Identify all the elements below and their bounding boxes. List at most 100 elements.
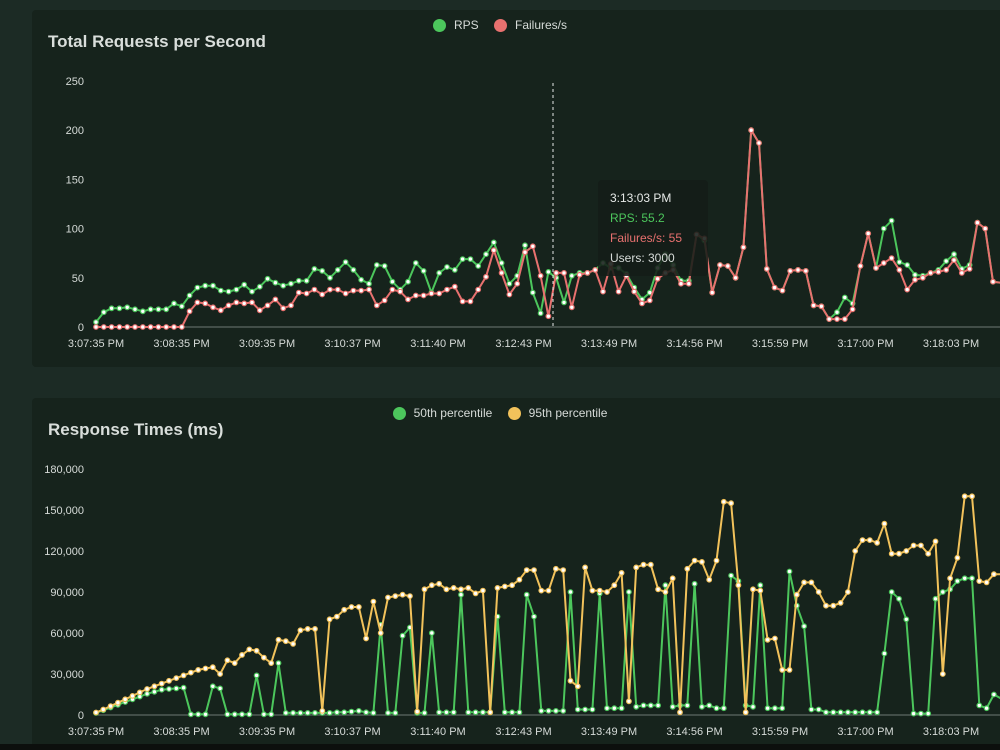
rps-data-point[interactable]: [249, 288, 255, 295]
rps-data-point[interactable]: [100, 309, 107, 316]
rt-data-point[interactable]: [472, 590, 479, 597]
rps-data-point[interactable]: [912, 271, 918, 278]
rt-data-point[interactable]: [326, 616, 333, 623]
rt-data-point[interactable]: [815, 706, 822, 713]
rt-data-point[interactable]: [830, 709, 837, 716]
rps-data-point[interactable]: [912, 276, 918, 283]
rps-data-point[interactable]: [288, 302, 294, 309]
rps-data-point[interactable]: [896, 259, 903, 266]
rt-data-point[interactable]: [691, 557, 698, 564]
rt-data-point[interactable]: [326, 710, 333, 716]
rt-data-point[interactable]: [611, 705, 618, 712]
rt-data-point[interactable]: [450, 584, 457, 591]
rt-data-point[interactable]: [925, 710, 932, 717]
rt-data-point[interactable]: [246, 646, 253, 653]
rt-data-point[interactable]: [173, 675, 180, 682]
rt-data-point[interactable]: [896, 595, 902, 602]
rt-data-point[interactable]: [859, 709, 866, 716]
rps-data-point[interactable]: [428, 290, 435, 297]
rps-data-point[interactable]: [389, 286, 396, 293]
rps-data-point[interactable]: [272, 296, 279, 303]
legend-item-rps[interactable]: RPS: [432, 18, 479, 32]
rps-data-point[interactable]: [311, 266, 318, 272]
rt-data-point[interactable]: [677, 709, 683, 716]
rps-data-point[interactable]: [919, 274, 926, 281]
rt-data-point[interactable]: [669, 575, 676, 582]
rps-data-point[interactable]: [537, 310, 544, 317]
rps-data-point[interactable]: [880, 260, 887, 266]
rt-data-point[interactable]: [699, 558, 705, 565]
rps-data-point[interactable]: [561, 299, 567, 306]
rt-data-point[interactable]: [458, 586, 464, 593]
rt-data-point[interactable]: [377, 630, 384, 636]
rps-data-point[interactable]: [163, 306, 170, 313]
rt-data-point[interactable]: [596, 587, 603, 594]
rt-data-point[interactable]: [574, 706, 581, 713]
rt-data-point[interactable]: [275, 636, 282, 643]
rt-data-point[interactable]: [100, 706, 107, 713]
rt-data-point[interactable]: [706, 576, 713, 583]
rps-data-point[interactable]: [225, 302, 232, 309]
rps-data-point[interactable]: [171, 324, 177, 330]
rps-data-point[interactable]: [186, 308, 193, 315]
rt-data-point[interactable]: [764, 705, 771, 712]
rt-data-point[interactable]: [538, 708, 545, 714]
rt-data-point[interactable]: [341, 709, 348, 716]
rt-data-point[interactable]: [845, 589, 851, 595]
rt-data-point[interactable]: [881, 520, 888, 527]
rps-data-point[interactable]: [490, 239, 497, 246]
rt-data-point[interactable]: [604, 705, 610, 712]
rt-data-point[interactable]: [845, 709, 851, 716]
rps-data-point[interactable]: [436, 270, 443, 276]
rps-data-point[interactable]: [210, 304, 216, 311]
rps-data-point[interactable]: [334, 286, 341, 293]
rps-data-point[interactable]: [576, 271, 583, 278]
rps-data-point[interactable]: [646, 297, 653, 304]
rps-data-point[interactable]: [865, 230, 872, 237]
rps-data-point[interactable]: [249, 299, 255, 306]
rps-data-point[interactable]: [210, 282, 216, 289]
rps-data-point[interactable]: [171, 300, 177, 307]
rt-data-point[interactable]: [246, 711, 253, 718]
rt-data-point[interactable]: [910, 542, 917, 549]
rt-data-point[interactable]: [735, 582, 742, 589]
rt-data-point[interactable]: [472, 709, 479, 716]
legend-item-p50[interactable]: 50th percentile: [392, 406, 492, 420]
rt-data-point[interactable]: [501, 709, 508, 716]
rps-data-point[interactable]: [420, 268, 427, 274]
rps-data-point[interactable]: [553, 270, 560, 276]
rt-data-point[interactable]: [107, 703, 114, 710]
rt-data-point[interactable]: [757, 582, 764, 589]
rps-data-point[interactable]: [451, 283, 458, 290]
rt-data-point[interactable]: [691, 580, 698, 587]
rps-data-point[interactable]: [436, 290, 443, 297]
rt-data-point[interactable]: [699, 703, 705, 710]
rps-data-point[interactable]: [256, 283, 263, 290]
rt-data-point[interactable]: [903, 616, 910, 623]
rt-data-point[interactable]: [589, 706, 596, 713]
rt-data-point[interactable]: [392, 710, 399, 716]
rt-data-point[interactable]: [166, 677, 172, 684]
rps-data-point[interactable]: [951, 251, 957, 258]
rt-data-point[interactable]: [312, 710, 318, 716]
rt-data-point[interactable]: [553, 565, 559, 572]
rt-data-point[interactable]: [428, 630, 435, 636]
rps-data-point[interactable]: [545, 269, 552, 275]
rt-data-point[interactable]: [750, 586, 756, 593]
rt-data-point[interactable]: [983, 705, 990, 712]
rt-data-point[interactable]: [750, 703, 756, 710]
rt-data-point[interactable]: [363, 709, 370, 716]
rps-data-point[interactable]: [444, 286, 450, 293]
rt-data-point[interactable]: [881, 650, 888, 657]
rt-data-point[interactable]: [209, 683, 216, 690]
rps-data-point[interactable]: [685, 280, 692, 287]
rt-data-point[interactable]: [348, 604, 355, 610]
rt-data-point[interactable]: [122, 696, 129, 703]
rt-data-point[interactable]: [399, 591, 406, 598]
rt-data-point[interactable]: [480, 587, 486, 594]
rps-data-point[interactable]: [522, 249, 528, 256]
rt-data-point[interactable]: [560, 708, 567, 714]
rps-data-point[interactable]: [280, 305, 287, 312]
rt-data-point[interactable]: [370, 598, 377, 605]
rt-data-point[interactable]: [531, 613, 537, 620]
